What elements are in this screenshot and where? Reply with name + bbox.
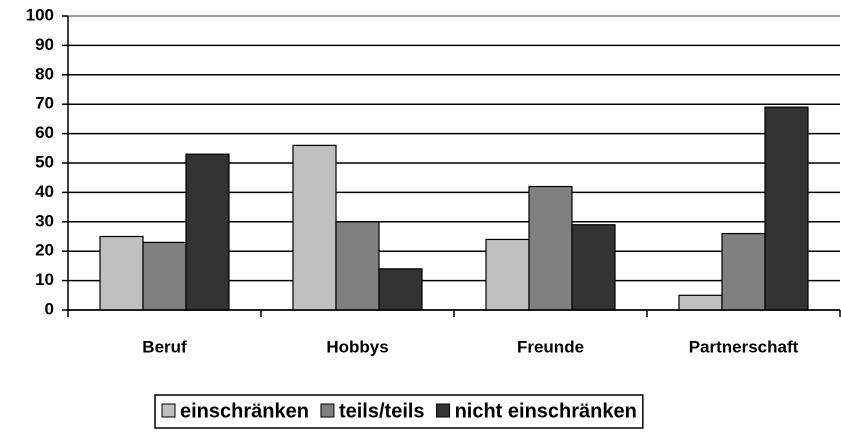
legend-box <box>154 394 644 429</box>
bar <box>99 235 144 311</box>
y-tick-label: 90 <box>35 35 54 54</box>
bar <box>678 294 723 311</box>
bar <box>571 224 616 311</box>
y-tick-label: 0 <box>45 299 54 318</box>
x-tick-label: Beruf <box>142 337 187 356</box>
bar <box>292 144 337 311</box>
y-tick-label: 30 <box>35 211 54 230</box>
y-tick-label: 10 <box>35 270 54 289</box>
x-tick-label: Hobbys <box>326 337 388 356</box>
y-tick-label: 20 <box>35 241 54 260</box>
x-tick-label: Partnerschaft <box>689 337 799 356</box>
legend-swatch <box>161 403 176 418</box>
bar <box>485 238 530 311</box>
bar <box>378 268 423 311</box>
y-tick-label: 60 <box>35 123 54 142</box>
legend-swatch <box>320 403 335 418</box>
y-tick-label: 100 <box>26 5 54 24</box>
bar <box>721 232 766 311</box>
legend-label: einschränken <box>180 400 309 422</box>
y-tick-label: 40 <box>35 182 54 201</box>
bar <box>764 106 809 311</box>
legend-label: nicht einschränken <box>455 400 637 422</box>
y-tick-label: 80 <box>35 64 54 83</box>
bar <box>528 185 573 311</box>
y-tick-label: 70 <box>35 94 54 113</box>
x-tick-label: Freunde <box>517 337 584 356</box>
y-tick-label: 50 <box>35 152 54 171</box>
bar <box>142 241 187 311</box>
legend-swatch <box>436 403 451 418</box>
bar <box>185 153 230 311</box>
legend-label: teils/teils <box>339 400 425 422</box>
bar <box>335 221 380 311</box>
